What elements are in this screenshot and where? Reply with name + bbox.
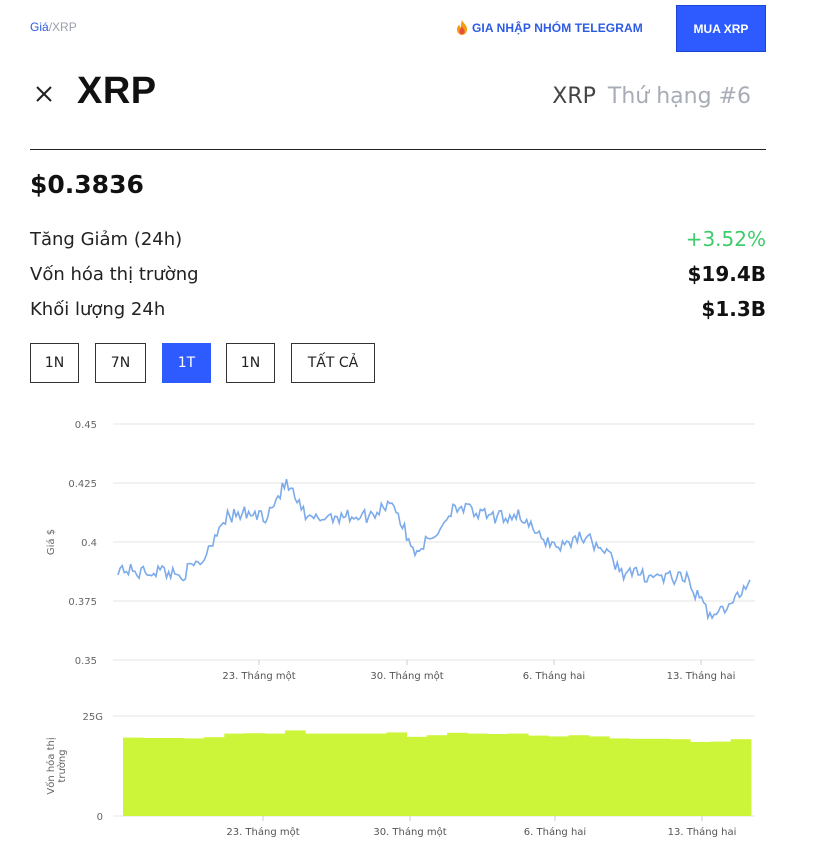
y-tick-label: 0.425 xyxy=(68,479,97,490)
range-button-1m[interactable]: 1T xyxy=(162,343,211,383)
y-tick-label: 0.45 xyxy=(75,420,97,431)
market-cap-bar xyxy=(123,737,144,816)
x-tick-label: 6. Tháng hai xyxy=(524,826,586,838)
y-tick-label: 0.35 xyxy=(75,656,97,667)
market-cap-bar xyxy=(690,742,711,816)
market-cap-bar xyxy=(264,733,286,816)
market-cap-bar xyxy=(426,735,448,816)
market-cap-bar xyxy=(366,733,387,816)
y-tick-label: 0.375 xyxy=(68,597,97,608)
buy-xrp-button[interactable]: MUA XRP xyxy=(676,5,766,52)
market-cap-bar xyxy=(629,738,651,816)
stat-label: Tăng Giảm (24h) xyxy=(30,228,183,250)
price-line xyxy=(117,479,751,621)
market-cap-chart: 25G 0 Vốn hóa thịtrường 23. Tháng một 30. Th… xyxy=(45,712,755,838)
breadcrumb-separator: / xyxy=(48,20,53,34)
market-cap-bar xyxy=(204,737,225,816)
y-axis-label: Giá $ xyxy=(45,529,57,555)
stat-row-volume: Khối lượng 24h $1.3B xyxy=(30,297,766,321)
market-cap-bar xyxy=(183,738,205,816)
x-tick-label: 13. Tháng hai xyxy=(668,826,737,838)
rank-label: Thứ hạng #6 xyxy=(607,84,751,109)
range-button-7d[interactable]: 7N xyxy=(95,343,146,383)
close-icon[interactable] xyxy=(34,84,54,104)
market-cap-bar xyxy=(588,736,610,816)
y-axis-label: Vốn hóa thịtrường xyxy=(45,737,68,794)
range-button-all[interactable]: TẤT CẢ xyxy=(291,343,375,383)
x-tick-label: 6. Tháng hai xyxy=(523,670,585,682)
stat-value: $1.3B xyxy=(701,297,766,321)
breadcrumb: Giá/XRP xyxy=(30,20,77,34)
telegram-label: GIA NHẬP NHÓM TELEGRAM xyxy=(472,20,643,35)
y-axis-label-line: trường xyxy=(56,749,68,782)
range-button-1d[interactable]: 1N xyxy=(30,343,79,383)
stat-value: +3.52% xyxy=(685,227,766,251)
market-cap-bar xyxy=(325,733,347,816)
market-cap-bar xyxy=(345,733,367,816)
page-title: XRP xyxy=(77,70,157,112)
divider xyxy=(30,149,766,150)
x-tick-label: 30. Tháng một xyxy=(370,670,443,682)
market-cap-bar xyxy=(507,733,529,816)
stat-value: $19.4B xyxy=(687,262,766,286)
join-telegram-link[interactable]: GIA NHẬP NHÓM TELEGRAM xyxy=(456,20,643,35)
breadcrumb-home-link[interactable]: Giá xyxy=(30,20,49,34)
market-cap-bar xyxy=(528,735,549,816)
stat-label: Vốn hóa thị trường xyxy=(30,263,199,285)
market-cap-bar xyxy=(406,736,428,816)
range-button-1y[interactable]: 1N xyxy=(226,343,275,383)
market-cap-bar xyxy=(649,738,671,816)
price-chart: 0.45 0.425 0.4 0.375 0.35 Giá $ 23. Tháng một 3… xyxy=(45,420,755,682)
y-axis-label-line: Vốn hóa thị xyxy=(45,737,57,794)
market-cap-bar xyxy=(467,733,489,816)
x-tick-label: 30. Tháng một xyxy=(373,826,446,838)
y-tick-label: 0 xyxy=(97,812,103,823)
current-price: $0.3836 xyxy=(30,170,144,199)
y-tick-label: 0.4 xyxy=(81,538,97,549)
market-cap-bar xyxy=(163,738,185,816)
fire-icon xyxy=(457,20,467,35)
stat-label: Khối lượng 24h xyxy=(30,298,166,320)
x-tick-label: 23. Tháng một xyxy=(226,826,299,838)
coin-symbol: XRP xyxy=(552,84,596,109)
x-tick-label: 23. Tháng một xyxy=(222,670,295,682)
y-tick-label: 25G xyxy=(83,712,103,723)
market-cap-bar xyxy=(224,733,245,816)
market-cap-bar xyxy=(730,739,752,816)
market-cap-bar xyxy=(143,738,164,816)
market-cap-bar xyxy=(386,732,408,816)
market-cap-bar xyxy=(487,734,509,816)
stat-row-market-cap: Vốn hóa thị trường $19.4B xyxy=(30,262,766,286)
stat-row-change: Tăng Giảm (24h) +3.52% xyxy=(30,227,766,251)
breadcrumb-current: XRP xyxy=(52,20,77,34)
x-tick-label: 13. Tháng hai xyxy=(667,670,736,682)
market-cap-bar xyxy=(710,741,732,816)
market-cap-bar xyxy=(305,733,326,816)
market-cap-bar xyxy=(568,735,590,816)
market-cap-bar xyxy=(447,732,468,816)
market-cap-bar xyxy=(548,736,570,816)
market-cap-bar xyxy=(285,730,306,816)
market-cap-bar xyxy=(669,739,691,816)
market-cap-bar xyxy=(244,733,266,816)
market-cap-bar xyxy=(609,738,630,816)
rank-area: XRP Thứ hạng #6 xyxy=(552,84,751,109)
